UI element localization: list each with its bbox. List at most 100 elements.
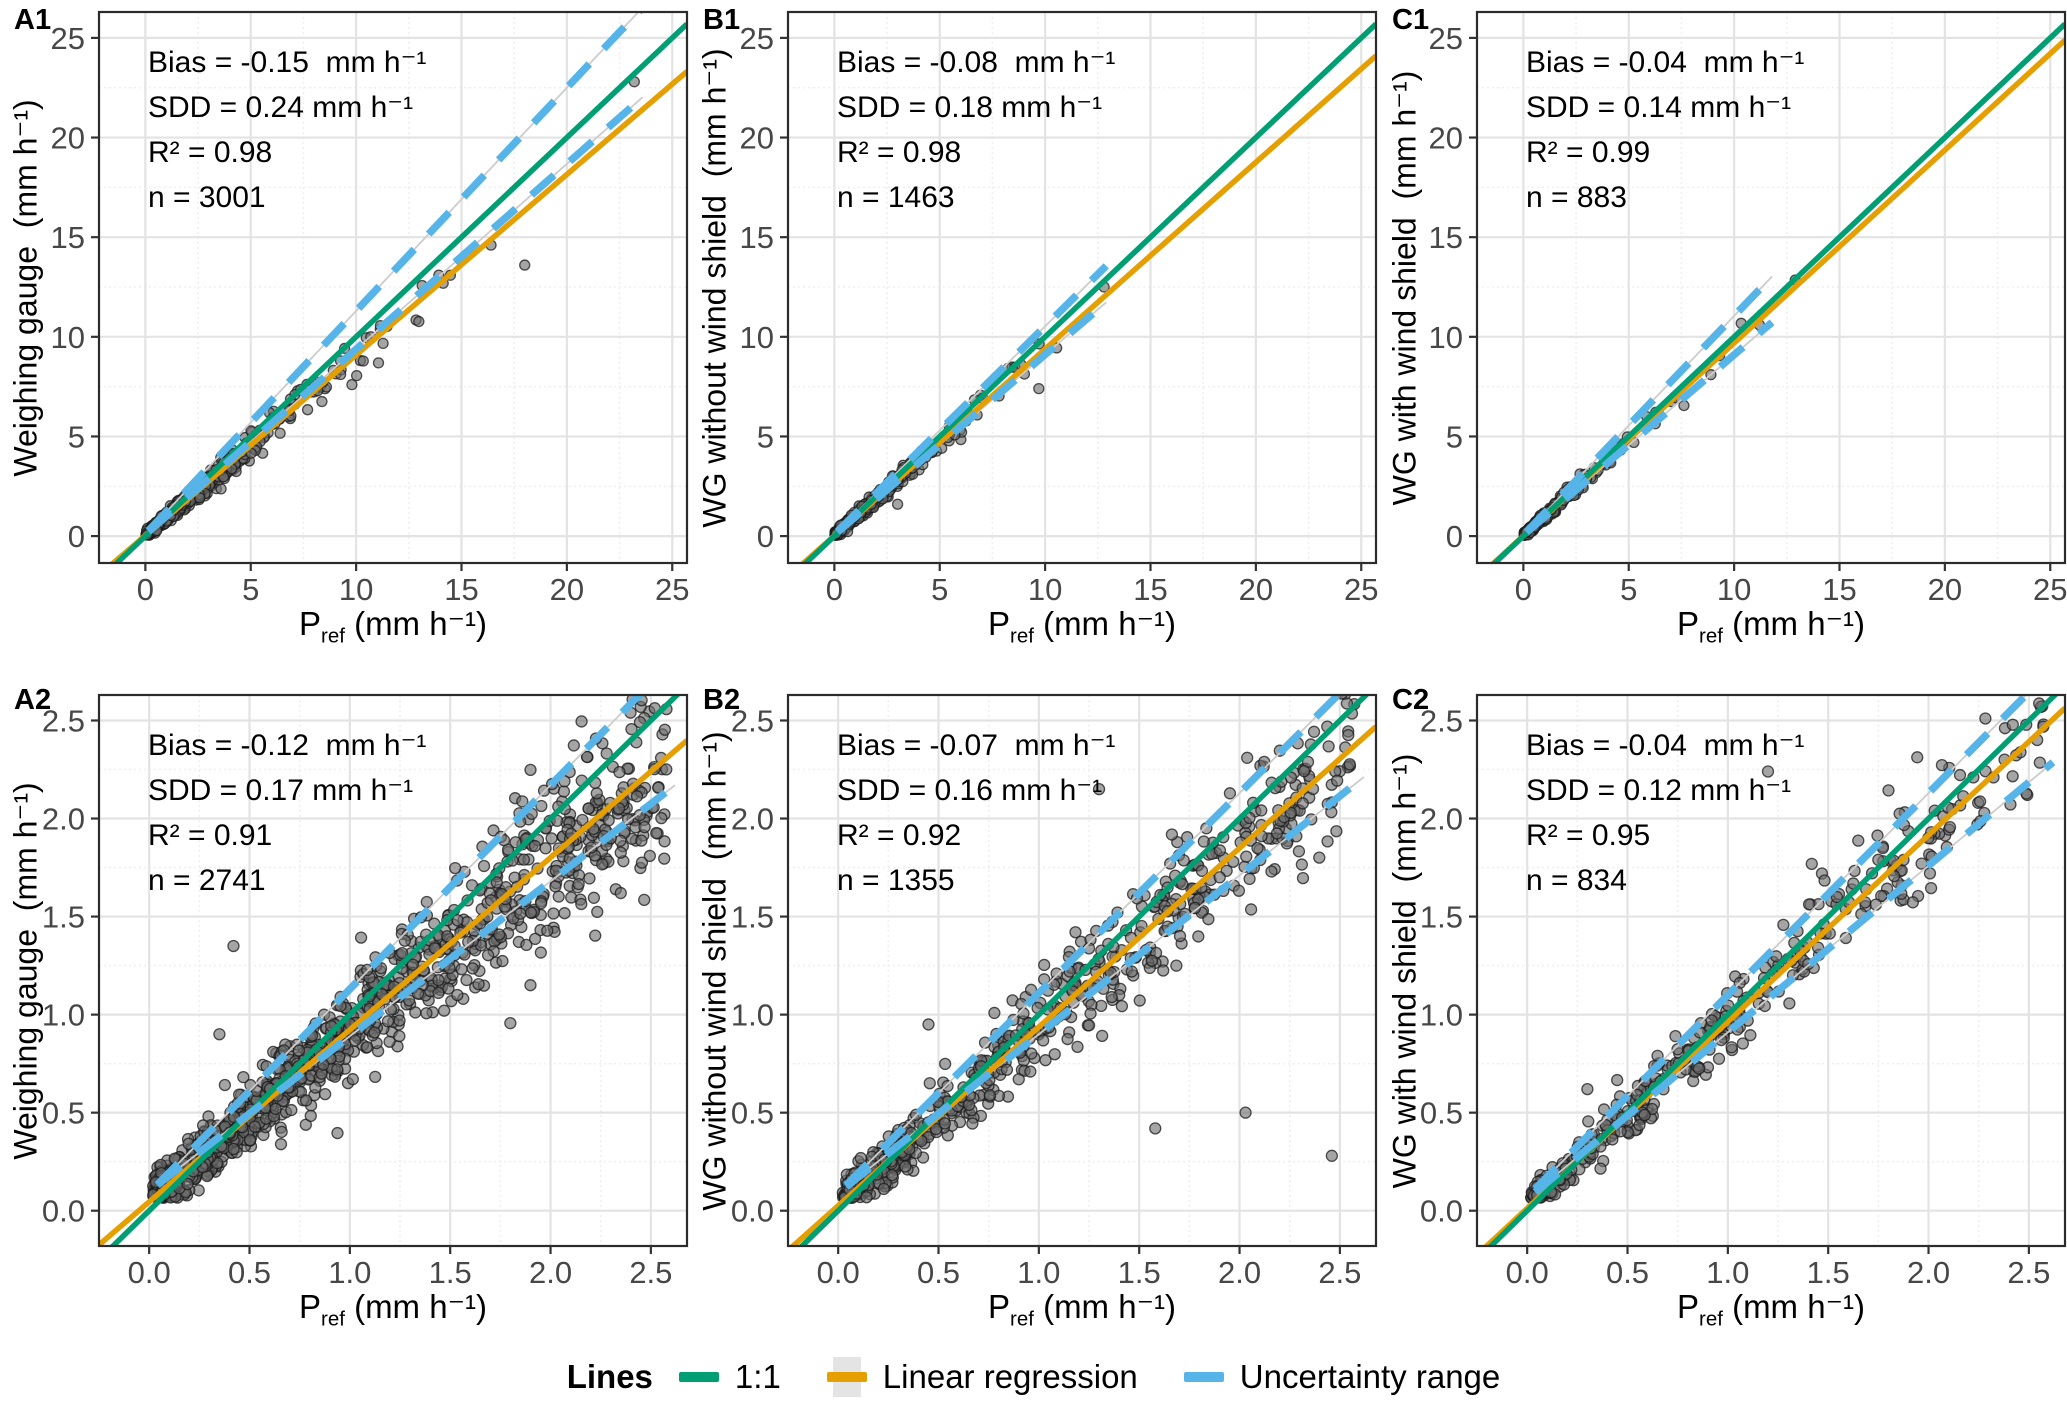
x-axis-title: Pref (mm h⁻¹) <box>988 605 1176 648</box>
y-axis-title: WG without wind shield (mm h⁻¹) <box>697 730 733 1211</box>
y-axis-title-wrap: Weighing gauge (mm h⁻¹) <box>2 695 50 1246</box>
x-tick-label: 0 <box>137 572 154 607</box>
stat-sdd: SDD = 0.18 mm h⁻¹ <box>837 91 1103 124</box>
grid <box>1477 695 2065 1246</box>
stat-r2: R² = 0.92 <box>837 819 962 852</box>
scatter-plot-a1: 0 5 10 15 20 25 0 5 10 15 20 25 <box>51 10 689 607</box>
uncertainty-line-key-icon <box>1183 1356 1224 1398</box>
panel-b1: B1 WG without wind shield (mm h⁻¹) 0 5 10 1… <box>689 0 1378 670</box>
y-tick-label: 5 <box>1446 419 1463 454</box>
y-tick-label: 1.5 <box>731 900 774 935</box>
stat-r2: R² = 0.98 <box>148 136 273 169</box>
panel-c2: C2 WG with wind shield (mm h⁻¹) 0.0 0.5 1.… <box>1378 670 2067 1340</box>
x-tick-label: 0 <box>826 572 843 607</box>
x-tick-label: 5 <box>931 572 948 607</box>
stat-sdd: SDD = 0.17 mm h⁻¹ <box>148 774 414 807</box>
stat-sdd: SDD = 0.12 mm h⁻¹ <box>1526 774 1792 807</box>
panel-label: C1 <box>1392 4 1430 36</box>
y-axis-title-wrap: WG with wind shield (mm h⁻¹) <box>1380 12 1428 563</box>
uncertainty-lower-line <box>146 94 646 535</box>
x-tick-label: 25 <box>655 572 689 607</box>
y-tick-label: 2.0 <box>731 802 774 837</box>
legend-item-regression: Linear regression <box>826 1356 1138 1398</box>
x-tick-label: 0.5 <box>1606 1255 1649 1290</box>
y-axis-title: WG without wind shield (mm h⁻¹) <box>697 47 733 528</box>
stat-bias: Bias = -0.12 mm h⁻¹ <box>148 729 427 762</box>
uncertainty-lower-line <box>835 299 1109 536</box>
y-tick-label: 0.0 <box>731 1194 774 1229</box>
x-tick-label: 15 <box>444 572 478 607</box>
y-tick-label: 0.5 <box>42 1096 85 1131</box>
x-tick-label: 0.5 <box>917 1255 960 1290</box>
x-axis-title: Pref (mm h⁻¹) <box>1677 1288 1865 1331</box>
x-tick-label: 2.5 <box>2007 1255 2050 1290</box>
y-tick-label: 2.5 <box>42 703 85 738</box>
scatter-plot-c2: 0.0 0.5 1.0 1.5 2.0 2.5 0.0 0.5 1.0 1.5 2.0 2.5 <box>1420 693 2067 1290</box>
axes: 0.0 0.5 1.0 1.5 2.0 2.5 0.0 0.5 1.0 1.5 2.0 2.5 <box>731 703 1362 1290</box>
stat-sdd: SDD = 0.24 mm h⁻¹ <box>148 91 414 124</box>
grid <box>99 695 687 1246</box>
y-tick-label: 0 <box>1446 519 1463 554</box>
y-tick-label: 25 <box>51 21 85 56</box>
regression-line-key-icon <box>826 1356 867 1398</box>
axes: 0.0 0.5 1.0 1.5 2.0 2.5 0.0 0.5 1.0 1.5 2.0 2.5 <box>42 703 673 1290</box>
panel-c1: C1 WG with wind shield (mm h⁻¹) 0 5 10 15 20… <box>1378 0 2067 670</box>
y-axis-title: WG with wind shield (mm h⁻¹) <box>1386 70 1423 505</box>
uncertainty-upper-line <box>145 12 644 534</box>
x-tick-label: 0.0 <box>128 1255 171 1290</box>
x-tick-label: 0.0 <box>817 1255 860 1290</box>
x-axis-title: Pref (mm h⁻¹) <box>988 1288 1176 1331</box>
stats-annotation: Bias = -0.15 mm h⁻¹ SDD = 0.24 mm h⁻¹ R²… <box>148 40 426 220</box>
stat-sdd: SDD = 0.16 mm h⁻¹ <box>837 774 1103 807</box>
y-tick-label: 15 <box>1429 220 1463 255</box>
stat-n: n = 1463 <box>837 181 955 214</box>
x-tick-label: 2.0 <box>1218 1255 1261 1290</box>
x-tick-label: 10 <box>1717 572 1751 607</box>
scatter-plot-c1: 0 5 10 15 20 25 0 5 10 15 20 25 <box>1429 10 2067 607</box>
x-tick-label: 2.0 <box>529 1255 572 1290</box>
y-tick-label: 15 <box>740 220 774 255</box>
y-tick-label: 2.0 <box>42 802 85 837</box>
y-axis-title: WG with wind shield (mm h⁻¹) <box>1386 753 1423 1188</box>
y-tick-label: 0.5 <box>1420 1096 1463 1131</box>
stat-r2: R² = 0.91 <box>148 819 273 852</box>
stat-r2: R² = 0.95 <box>1526 819 1651 852</box>
x-tick-label: 5 <box>242 572 259 607</box>
scatter-plot-a2: 0.0 0.5 1.0 1.5 2.0 2.5 0.0 0.5 1.0 1.5 2.0 2.5 <box>42 693 689 1290</box>
stats-annotation: Bias = -0.04 mm h⁻¹ SDD = 0.14 mm h⁻¹ R²… <box>1526 40 1804 220</box>
panel-border <box>97 693 689 1248</box>
x-tick-label: 1.0 <box>1017 1255 1060 1290</box>
stat-r2: R² = 0.98 <box>837 136 962 169</box>
stat-bias: Bias = -0.07 mm h⁻¹ <box>837 729 1116 762</box>
legend-label: 1:1 <box>734 1357 781 1395</box>
one-to-one-line <box>798 695 1370 1246</box>
grid <box>788 12 1376 563</box>
x-tick-label: 1.0 <box>328 1255 371 1290</box>
stat-sdd: SDD = 0.14 mm h⁻¹ <box>1526 91 1792 124</box>
y-tick-label: 0.0 <box>42 1194 85 1229</box>
stat-bias: Bias = -0.15 mm h⁻¹ <box>148 46 427 79</box>
stats-annotation: Bias = -0.07 mm h⁻¹ SDD = 0.16 mm h⁻¹ R²… <box>837 723 1115 903</box>
stat-n: n = 834 <box>1526 864 1627 897</box>
x-tick-label: 25 <box>1344 572 1378 607</box>
x-tick-label: 1.0 <box>1706 1255 1749 1290</box>
y-tick-label: 0 <box>757 519 774 554</box>
x-tick-label: 10 <box>339 572 373 607</box>
y-tick-label: 10 <box>1429 320 1463 355</box>
y-tick-label: 1.0 <box>1420 998 1463 1033</box>
stats-annotation: Bias = -0.04 mm h⁻¹ SDD = 0.12 mm h⁻¹ R²… <box>1526 723 1804 903</box>
y-tick-label: 2.5 <box>1420 703 1463 738</box>
y-tick-label: 1.5 <box>42 900 85 935</box>
uncertainty-upper-line <box>154 695 645 1188</box>
y-axis-title-wrap: WG without wind shield (mm h⁻¹) <box>691 695 739 1246</box>
x-tick-label: 1.5 <box>429 1255 472 1290</box>
x-axis-title: Pref (mm h⁻¹) <box>1677 605 1865 648</box>
y-tick-label: 10 <box>51 320 85 355</box>
y-tick-label: 1.0 <box>42 998 85 1033</box>
uncertainty-upper-line <box>1523 273 1775 535</box>
uncertainty-lower-line <box>843 773 1367 1190</box>
grid <box>99 12 687 563</box>
stat-n: n = 2741 <box>148 864 266 897</box>
stat-r2: R² = 0.99 <box>1526 136 1651 169</box>
x-axis-title: Pref (mm h⁻¹) <box>299 605 487 648</box>
